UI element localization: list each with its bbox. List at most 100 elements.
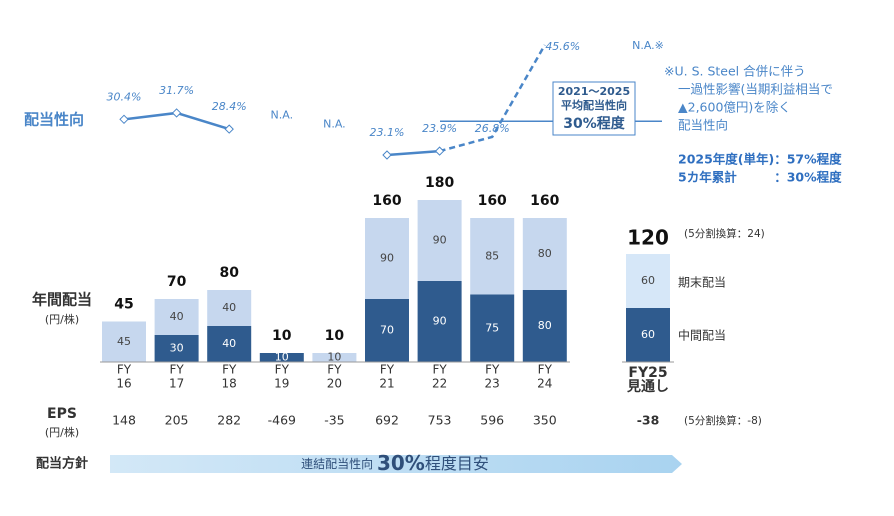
payout-line xyxy=(439,44,546,153)
x-tick-label: FY xyxy=(327,363,342,377)
highlight: 5カ年累計 ：30%程度 xyxy=(678,170,842,185)
x-tick-label: 18 xyxy=(222,377,237,391)
policy-text-part: 30% xyxy=(377,451,425,475)
x-tick-label: 24 xyxy=(537,377,552,391)
total-note: (5分割換算：24) xyxy=(684,227,765,240)
reference-box-text: 平均配当性向 xyxy=(561,98,627,112)
policy-text: 連結配当性向 30%程度目安 xyxy=(301,451,489,475)
bar-total-label: 45 xyxy=(114,297,133,313)
eps-value: -35 xyxy=(324,413,344,428)
bar-segment xyxy=(522,218,567,290)
bar-axis-label: (円/株) xyxy=(45,312,79,326)
x-tick-label: 23 xyxy=(485,377,500,391)
bar-segment xyxy=(470,294,515,362)
bar-value-label: 80 xyxy=(538,247,552,260)
policy-text-part: 程度目安 xyxy=(425,454,489,473)
bar-value-label: 45 xyxy=(117,335,131,348)
eps-value: 753 xyxy=(428,413,452,428)
x-tick-label: FY xyxy=(222,363,237,377)
eps-label: EPS xyxy=(47,406,77,422)
eps-label: (円/株) xyxy=(45,425,79,439)
policy-arrow xyxy=(110,455,682,473)
bar-value-label: 75 xyxy=(485,321,499,334)
legend-label: 期末配当 xyxy=(678,276,726,290)
eps-value: 350 xyxy=(533,413,557,428)
eps-value: -469 xyxy=(268,413,296,428)
bar-total-label: 10 xyxy=(272,328,292,344)
bar-value-label: 70 xyxy=(380,324,394,337)
bar-segment xyxy=(207,290,252,326)
bar-segment xyxy=(365,299,409,362)
reference-box-text: 2021～2025 xyxy=(558,85,630,98)
bar-segment xyxy=(207,326,252,362)
x-tick-label: FY xyxy=(432,363,447,377)
bar-segment xyxy=(102,321,146,362)
x-tick-label: 19 xyxy=(274,377,289,391)
payout-value-label: 30.4% xyxy=(107,90,142,103)
x-tick-label: FY xyxy=(275,363,290,377)
bar-segment xyxy=(365,218,409,299)
bar-value-label: 60 xyxy=(641,274,655,287)
bar-value-label: 40 xyxy=(222,337,236,350)
payout-value-label: 45.6% xyxy=(545,40,580,53)
bar-value-label: 30 xyxy=(170,342,184,355)
x-tick-label: 17 xyxy=(169,377,184,391)
bar-value-label: 90 xyxy=(433,315,447,328)
payout-value-label: N.A. xyxy=(271,109,294,122)
bar-value-label: 60 xyxy=(641,328,655,341)
payout-marker xyxy=(224,124,234,134)
payout-line xyxy=(386,149,440,157)
bar-total-label: 80 xyxy=(219,265,239,281)
bar-total-label: 160 xyxy=(478,193,507,209)
payout-marker xyxy=(171,108,182,118)
note: 配当性向 xyxy=(678,118,728,133)
payout-marker xyxy=(434,146,445,156)
x-tick-label: 20 xyxy=(327,377,342,391)
line-label: 配当性向 xyxy=(24,111,84,129)
bar-total-label: 70 xyxy=(167,274,187,290)
bar-segment xyxy=(626,254,670,308)
note: ※U. S. Steel 合併に伴う xyxy=(664,64,806,79)
x-tick-label: FY xyxy=(538,363,553,377)
policy-label: 配当方針 xyxy=(36,456,88,472)
eps-value: 205 xyxy=(165,413,189,428)
eps-value: 282 xyxy=(217,413,241,428)
bar-value-label: 10 xyxy=(327,351,341,364)
payout-value-label: N.A.※ xyxy=(632,39,664,52)
x-tick-label: FY25 xyxy=(628,365,667,381)
x-tick-label: FY xyxy=(485,363,500,377)
bar-total-label: 160 xyxy=(530,193,559,209)
eps-value: 596 xyxy=(480,413,504,428)
reference-box xyxy=(552,81,636,136)
bar-segment xyxy=(417,281,462,362)
eps-note: (5分割換算：-8) xyxy=(684,414,762,427)
bar-segment xyxy=(259,353,304,362)
payout-value-label: 28.4% xyxy=(212,100,247,113)
bar-total-label: 10 xyxy=(325,328,345,344)
policy-text-part: 連結配当性向 xyxy=(301,456,377,471)
bar-segment xyxy=(522,290,567,362)
x-tick-label: 21 xyxy=(379,377,394,391)
x-tick-label: 16 xyxy=(116,377,131,391)
bar-segment xyxy=(312,353,357,362)
payout-value-label: N.A. xyxy=(323,117,346,130)
bar-total-label: 160 xyxy=(372,193,401,209)
bar-segment xyxy=(470,218,515,295)
bar-value-label: 40 xyxy=(170,310,184,323)
bar-value-label: 80 xyxy=(538,319,552,332)
x-tick-label: FY xyxy=(117,363,132,377)
highlight: 2025年度(単年)：57%程度 xyxy=(678,152,842,167)
bar-total-label: 180 xyxy=(425,175,454,191)
bar-value-label: 10 xyxy=(275,351,289,364)
note: ▲2,600億円)を除く xyxy=(678,100,791,115)
bar-segment xyxy=(154,335,199,362)
eps-value: 148 xyxy=(112,413,136,428)
bar-segment xyxy=(417,200,462,281)
payout-marker xyxy=(119,114,129,125)
x-tick-label: FY xyxy=(380,363,395,377)
x-tick-label: 22 xyxy=(432,377,447,391)
note: 一過性影響(当期利益相当で xyxy=(678,82,833,97)
bar-segment xyxy=(154,299,199,335)
reference-box-text: 30%程度 xyxy=(563,115,626,132)
